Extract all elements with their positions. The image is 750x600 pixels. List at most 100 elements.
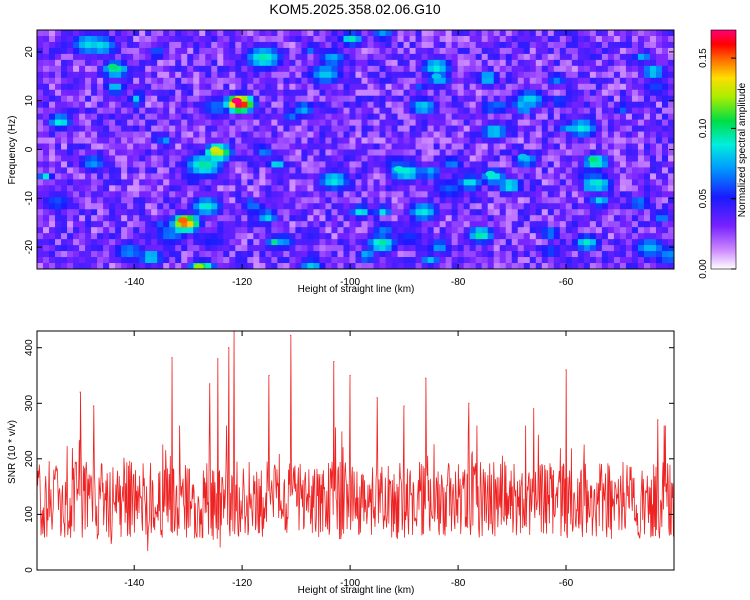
- heatmap-cell: [355, 143, 362, 150]
- heatmap-cell: [313, 143, 320, 150]
- heatmap-cell: [313, 107, 320, 115]
- heatmap-cell: [559, 59, 567, 67]
- heatmap-cell: [235, 245, 242, 252]
- heatmap-cell: [265, 179, 272, 186]
- heatmap-cell: [655, 65, 663, 73]
- heatmap-cell: [157, 107, 164, 115]
- heatmap-cell: [103, 245, 110, 252]
- heatmap-cell: [265, 113, 272, 121]
- heatmap-cell: [613, 35, 621, 43]
- heatmap-cell: [511, 41, 519, 49]
- heatmap-cell: [199, 155, 206, 162]
- x-tick-label: -80: [451, 578, 466, 589]
- heatmap-cell: [277, 143, 284, 150]
- heatmap-cell: [211, 239, 218, 246]
- heatmap-cell: [199, 125, 206, 132]
- heatmap-cell: [649, 35, 657, 43]
- heatmap-cell: [73, 161, 80, 168]
- heatmap-cell: [643, 71, 651, 79]
- heatmap-cell: [133, 47, 140, 55]
- heatmap-cell: [211, 221, 218, 228]
- heatmap-cell: [463, 35, 471, 43]
- heatmap-cell: [505, 143, 513, 150]
- heatmap-cell: [457, 47, 465, 55]
- heatmap-cell: [175, 77, 182, 85]
- heatmap-cell: [319, 227, 326, 234]
- heatmap-cell: [553, 221, 561, 228]
- heatmap-cell: [79, 119, 86, 127]
- heatmap-cell: [409, 197, 416, 204]
- heatmap-cell: [205, 191, 212, 198]
- heatmap-cell: [331, 209, 338, 216]
- heatmap-cell: [49, 101, 56, 109]
- heatmap-cell: [595, 41, 603, 49]
- heatmap-cell: [121, 107, 128, 115]
- heatmap-cell: [307, 47, 314, 55]
- heatmap-cell: [223, 41, 230, 49]
- heatmap-cell: [499, 215, 507, 222]
- heatmap-cell: [505, 59, 513, 67]
- heatmap-cell: [421, 89, 429, 97]
- heatmap-cell: [403, 227, 410, 234]
- snr-peak-point: [217, 358, 219, 360]
- heatmap-cell: [619, 221, 627, 228]
- heatmap-cell: [253, 30, 260, 37]
- heatmap-cell: [625, 161, 633, 168]
- heatmap-cell: [451, 125, 459, 132]
- heatmap-cell: [631, 107, 639, 115]
- heatmap-cell: [217, 227, 224, 234]
- heatmap-cell: [589, 209, 597, 216]
- heatmap-cell: [601, 257, 609, 264]
- heatmap-cell: [85, 215, 92, 222]
- heatmap-cell: [547, 167, 555, 174]
- heatmap-cell: [205, 101, 212, 109]
- heatmap-cell: [319, 107, 326, 115]
- heatmap-cell: [97, 209, 104, 216]
- heatmap-cell: [421, 209, 429, 216]
- heatmap-cell: [259, 203, 266, 210]
- heatmap-cell: [559, 209, 567, 216]
- heatmap-cell: [169, 137, 176, 144]
- heatmap-cell: [451, 71, 459, 79]
- heatmap-cell: [631, 83, 639, 91]
- heatmap-cell: [235, 41, 242, 49]
- heatmap-cell: [229, 233, 236, 240]
- heatmap-cell: [307, 89, 314, 97]
- heatmap-cell: [433, 167, 441, 174]
- heatmap-cell: [289, 131, 296, 138]
- heatmap-cell: [325, 71, 332, 79]
- snr-y-label: SNR (10 * v/v): [7, 420, 18, 484]
- heatmap-cell: [505, 245, 513, 252]
- heatmap-cell: [349, 41, 356, 49]
- heatmap-cell: [217, 233, 224, 240]
- heatmap-cell: [661, 203, 669, 210]
- heatmap-cell: [421, 77, 429, 85]
- heatmap-cell: [439, 47, 447, 55]
- heatmap-cell: [439, 197, 447, 204]
- heatmap-cell: [169, 101, 176, 109]
- heatmap-cell: [421, 179, 429, 186]
- heatmap-cell: [157, 95, 164, 103]
- heatmap-cell: [541, 203, 549, 210]
- heatmap-cell: [637, 125, 645, 132]
- heatmap-cell: [235, 71, 242, 79]
- heatmap-cell: [529, 35, 537, 43]
- heatmap-cell: [337, 95, 344, 103]
- heatmap-cell: [625, 155, 633, 162]
- heatmap-cell: [259, 197, 266, 204]
- heatmap-cell: [553, 155, 561, 162]
- heatmap-cell: [457, 41, 465, 49]
- heatmap-cell: [115, 41, 122, 49]
- heatmap-cell: [61, 215, 68, 222]
- heatmap-cell: [481, 95, 489, 103]
- heatmap-cell: [625, 227, 633, 234]
- heatmap-cell: [433, 221, 441, 228]
- heatmap-cell: [523, 113, 531, 121]
- heatmap-cell: [43, 107, 50, 115]
- heatmap-cell: [589, 197, 597, 204]
- heatmap-cell: [337, 191, 344, 198]
- heatmap-cell: [211, 65, 218, 73]
- heatmap-cell: [217, 257, 224, 264]
- heatmap-cell: [595, 209, 603, 216]
- heatmap-cell: [457, 161, 465, 168]
